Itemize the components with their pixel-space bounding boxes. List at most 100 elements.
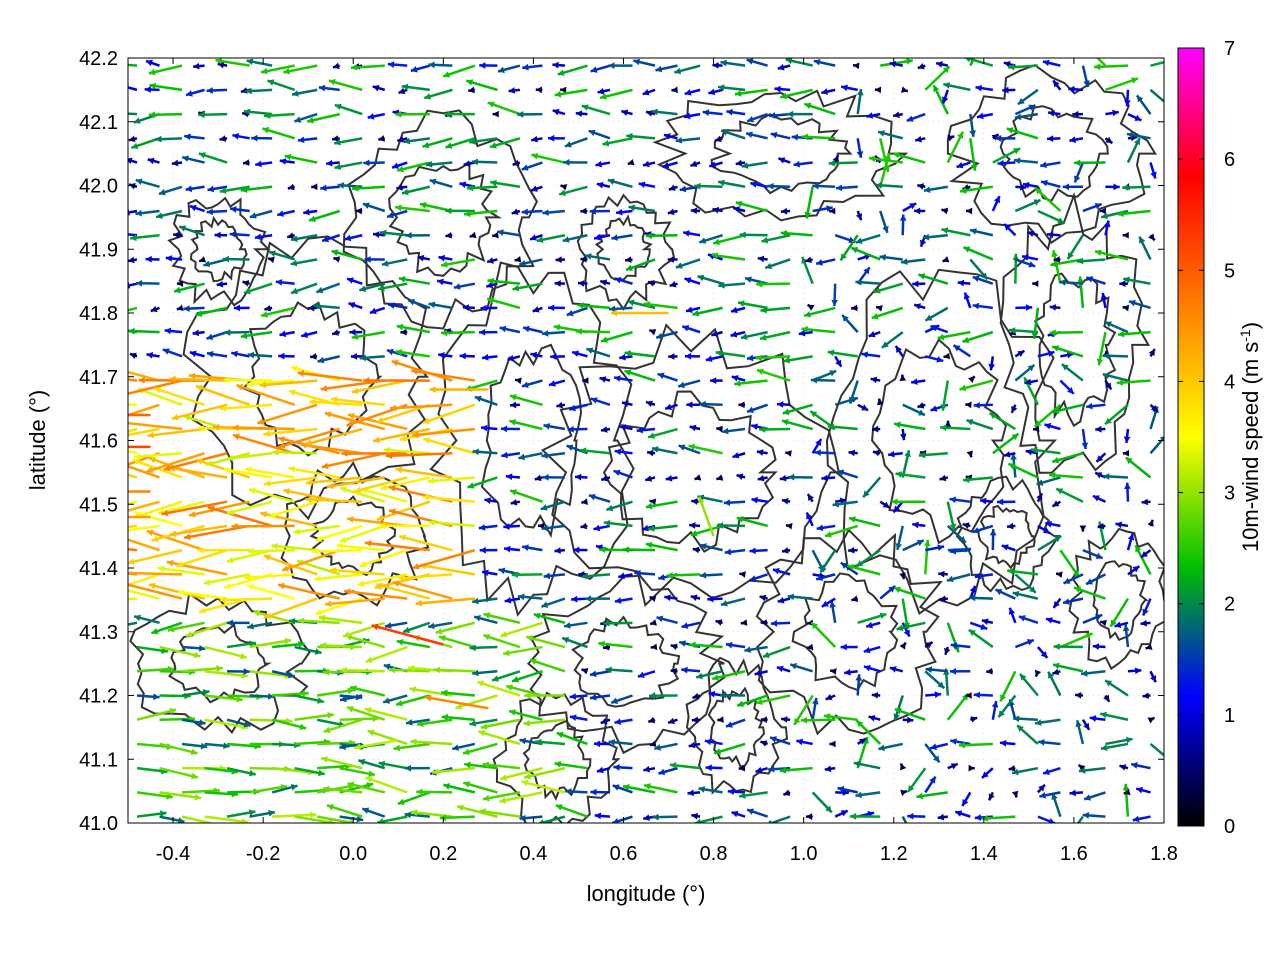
wind-vector bbox=[459, 352, 475, 360]
wind-vector bbox=[353, 738, 399, 751]
wind-vector bbox=[871, 425, 881, 433]
wind-vector bbox=[150, 305, 160, 313]
wind-vector bbox=[959, 379, 994, 392]
wind-vector bbox=[530, 351, 543, 359]
wind-vector bbox=[947, 762, 959, 770]
wind-vector bbox=[1031, 307, 1040, 339]
wind-vector bbox=[1104, 136, 1114, 145]
wind-vector bbox=[129, 352, 138, 360]
wind-vector bbox=[848, 380, 859, 405]
wind-vector bbox=[219, 596, 273, 604]
wind-vector bbox=[1001, 544, 1016, 552]
wind-vector bbox=[1047, 671, 1062, 697]
wind-vector bbox=[1037, 534, 1062, 552]
wind-vector bbox=[358, 758, 386, 770]
wind-vector bbox=[836, 469, 859, 479]
wind-vector bbox=[480, 718, 521, 730]
wind-vector bbox=[595, 160, 611, 168]
x-axis-label: longitude (°) bbox=[587, 881, 706, 906]
wind-vector bbox=[244, 573, 295, 581]
wind-vector bbox=[785, 522, 793, 530]
wind-vector bbox=[290, 282, 318, 295]
wind-vector bbox=[645, 400, 656, 408]
y-tick-label: 41.6 bbox=[79, 431, 118, 453]
wind-vector bbox=[395, 348, 430, 358]
wind-vector bbox=[389, 403, 453, 412]
wind-vector bbox=[861, 351, 881, 358]
wind-vector bbox=[531, 152, 566, 164]
wind-vector bbox=[308, 304, 318, 312]
wind-vector bbox=[746, 58, 768, 67]
wind-vector bbox=[901, 816, 908, 823]
wind-vector bbox=[349, 685, 386, 697]
wind-vector bbox=[969, 113, 976, 138]
wind-vector bbox=[596, 766, 611, 774]
wind-vector bbox=[481, 569, 498, 577]
wind-vector bbox=[796, 738, 813, 746]
contour-line bbox=[189, 215, 248, 283]
wind-vector bbox=[855, 278, 881, 286]
wind-vector bbox=[725, 718, 746, 728]
wind-vector bbox=[710, 330, 723, 337]
wind-vector bbox=[569, 693, 588, 700]
wind-vector bbox=[1122, 624, 1130, 648]
wind-vector bbox=[249, 637, 292, 649]
wind-vector bbox=[222, 255, 250, 263]
wind-vector bbox=[242, 159, 250, 166]
wind-vector bbox=[717, 179, 746, 189]
x-tick-label: 0.8 bbox=[700, 843, 728, 865]
wind-vector bbox=[695, 670, 723, 680]
wind-vector bbox=[691, 812, 701, 820]
wind-vector bbox=[433, 666, 475, 674]
wind-vector bbox=[231, 350, 250, 358]
wind-vector bbox=[1062, 597, 1084, 605]
wind-vector bbox=[821, 474, 836, 482]
wind-vector bbox=[1049, 304, 1061, 311]
wind-vector bbox=[649, 619, 657, 626]
wind-vector bbox=[423, 88, 453, 100]
wind-vector bbox=[501, 451, 521, 459]
wind-vector bbox=[715, 349, 746, 358]
wind-vector bbox=[946, 692, 970, 721]
wind-vector bbox=[1059, 279, 1084, 286]
wind-vector bbox=[1148, 233, 1156, 242]
wind-vector bbox=[1138, 236, 1152, 260]
wind-vector bbox=[381, 258, 408, 267]
wind-vector bbox=[1049, 329, 1083, 337]
wind-vector bbox=[949, 667, 971, 675]
wind-vector bbox=[649, 692, 678, 700]
wind-vector bbox=[294, 694, 325, 704]
wind-vector bbox=[1061, 363, 1084, 382]
wind-vector bbox=[760, 619, 768, 627]
wind-vector bbox=[1011, 790, 1019, 798]
wind-vector bbox=[215, 58, 250, 67]
wind-vector bbox=[260, 306, 295, 318]
wind-vector bbox=[925, 691, 942, 698]
wind-vector bbox=[226, 640, 256, 649]
wind-vector bbox=[711, 252, 746, 261]
wind-vector bbox=[469, 644, 498, 652]
wind-vector bbox=[736, 694, 769, 707]
wind-vector bbox=[972, 524, 994, 534]
wind-vector bbox=[504, 596, 521, 604]
wind-vector bbox=[835, 789, 849, 796]
wind-vector bbox=[1102, 372, 1129, 382]
wind-vector bbox=[162, 348, 183, 358]
y-tick-label: 42.2 bbox=[79, 48, 118, 70]
wind-vector bbox=[192, 62, 205, 70]
wind-vector bbox=[519, 814, 543, 822]
wind-vector bbox=[357, 573, 408, 587]
wind-vector bbox=[428, 519, 475, 528]
wind-vector bbox=[923, 185, 948, 194]
wind-vector bbox=[1034, 669, 1042, 678]
wind-vector bbox=[518, 452, 543, 461]
wind-vector bbox=[1100, 742, 1129, 752]
wind-vector bbox=[1074, 159, 1106, 167]
wind-vector bbox=[1119, 280, 1128, 288]
wind-vector bbox=[710, 377, 723, 384]
wind-vector bbox=[128, 427, 160, 437]
colorbar-tick-label: 7 bbox=[1224, 38, 1235, 60]
wind-vector bbox=[684, 277, 701, 285]
wind-vector bbox=[128, 589, 160, 600]
wind-vector bbox=[236, 384, 296, 406]
